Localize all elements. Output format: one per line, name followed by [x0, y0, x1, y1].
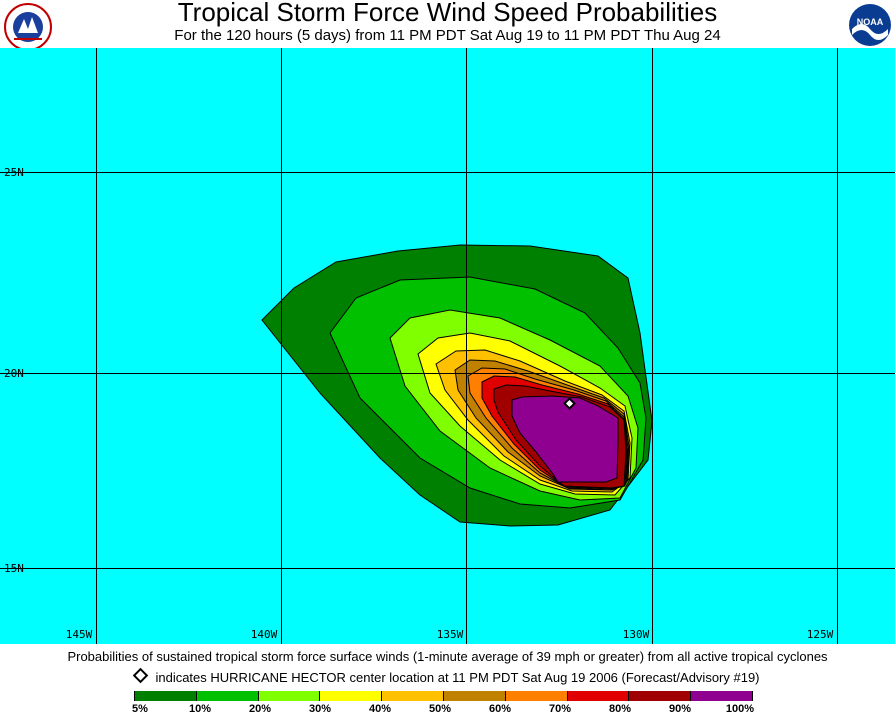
color-bar-swatch	[690, 691, 753, 701]
color-bar-swatch	[195, 691, 258, 701]
probability-map: 25N 20N 15N 145W 140W 135W 130W 125W	[0, 48, 895, 644]
color-bar-label: 5%	[132, 703, 148, 715]
lat-label-25n: 25N	[4, 166, 24, 179]
map-grid	[0, 48, 895, 644]
color-bar-label: 20%	[248, 703, 272, 715]
color-bar-label: 50%	[428, 703, 452, 715]
contour-90-percent	[511, 395, 619, 483]
color-bar-swatch	[442, 691, 505, 701]
marker-note: indicates HURRICANE HECTOR center locati…	[0, 667, 895, 686]
color-bar-swatch	[319, 691, 382, 701]
color-bar-label: 100%	[725, 703, 755, 715]
page-title: Tropical Storm Force Wind Speed Probabil…	[177, 0, 718, 27]
noaa-logo: NOAA	[848, 3, 892, 47]
footer: Probabilities of sustained tropical stor…	[0, 644, 895, 716]
color-bar-label: 70%	[548, 703, 572, 715]
lat-label-15n: 15N	[4, 562, 24, 575]
diamond-icon	[133, 667, 149, 684]
color-bar-swatch	[628, 691, 691, 701]
lon-label-135w: 135W	[437, 628, 464, 641]
probability-color-bar	[134, 691, 753, 701]
lat-label-20n: 20N	[4, 367, 24, 380]
color-bar-swatch	[134, 691, 196, 701]
color-bar-label: 80%	[608, 703, 632, 715]
lon-label-145w: 145W	[66, 628, 93, 641]
map-caption: Probabilities of sustained tropical stor…	[67, 649, 828, 664]
color-bar-label: 30%	[308, 703, 332, 715]
storm-center-marker	[563, 397, 576, 410]
color-bar-swatch	[504, 691, 567, 701]
marker-note-text: indicates HURRICANE HECTOR center locati…	[155, 670, 760, 685]
header: Tropical Storm Force Wind Speed Probabil…	[0, 0, 895, 51]
color-bar-swatch	[257, 691, 320, 701]
lon-label-130w: 130W	[623, 628, 650, 641]
color-bar-swatch	[566, 691, 629, 701]
noaa-logo-text: NOAA	[857, 17, 884, 27]
color-bar-label: 40%	[368, 703, 392, 715]
color-bar-labels: 5% 10% 20% 30% 40% 50% 60% 70% 80% 90% 100%	[0, 703, 895, 717]
lon-label-140w: 140W	[251, 628, 278, 641]
nws-logo	[4, 3, 52, 51]
color-bar-label: 90%	[668, 703, 692, 715]
color-bar-label: 10%	[188, 703, 212, 715]
color-bar-swatch	[381, 691, 443, 701]
color-bar-label: 60%	[488, 703, 512, 715]
lon-label-125w: 125W	[807, 628, 834, 641]
page-subtitle: For the 120 hours (5 days) from 11 PM PD…	[174, 27, 721, 44]
